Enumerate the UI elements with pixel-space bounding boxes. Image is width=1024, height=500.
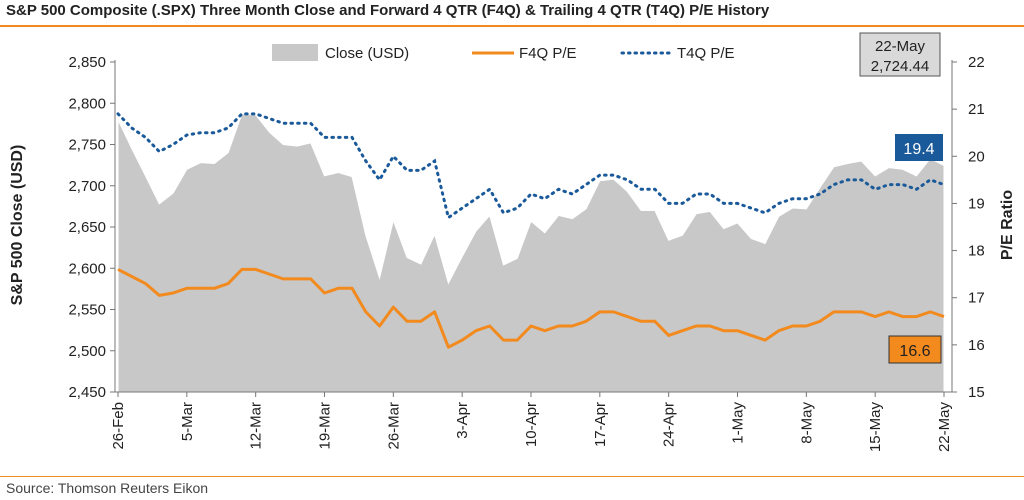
title-rule	[0, 25, 1024, 27]
right-tick-label: 18	[968, 243, 985, 260]
right-tick-label: 22	[968, 54, 985, 71]
right-tick-label: 15	[968, 384, 985, 401]
f4q-line	[117, 267, 945, 349]
f4q-callout-value: 16.6	[899, 343, 930, 360]
close-callout: 22-May 2,724.44	[859, 32, 941, 77]
x-tick-label: 3-Apr	[454, 402, 471, 439]
right-tick-label: 19	[968, 195, 985, 212]
right-tick-label: 21	[968, 101, 985, 118]
legend-label-f4q: F4Q P/E	[519, 45, 577, 62]
x-tick-label: 26-Mar	[385, 402, 402, 450]
x-tick-label: 17-Apr	[592, 402, 609, 447]
x-tick-label: 10-Apr	[523, 402, 540, 447]
x-tick-label: 22-May	[936, 402, 953, 453]
t4q-callout-value: 19.4	[903, 141, 934, 158]
chart-title: S&P 500 Composite (.SPX) Three Month Clo…	[6, 2, 770, 19]
close-area	[117, 113, 945, 393]
legend: Close (USD) F4Q P/E T4Q P/E	[272, 44, 735, 62]
left-tick-label: 2,700	[68, 178, 106, 195]
left-tick-label: 2,650	[68, 219, 106, 236]
right-tick-label: 20	[968, 148, 985, 165]
x-tick-label: 26-Feb	[110, 402, 127, 450]
legend-label-t4q: T4Q P/E	[677, 45, 735, 62]
x-tick-label: 24-Apr	[661, 402, 678, 447]
t4q-line	[116, 112, 946, 221]
left-axis-title: S&P 500 Close (USD)	[9, 145, 26, 306]
close-callout-date: 22-May	[875, 38, 926, 55]
source-note: Source: Thomson Reuters Eikon	[6, 480, 209, 496]
x-tick-label: 19-Mar	[317, 402, 334, 450]
x-tick-label: 8-May	[798, 402, 815, 444]
left-tick-label: 2,550	[68, 302, 106, 319]
right-axis-title: P/E Ratio	[999, 190, 1016, 260]
left-tick-label: 2,450	[68, 384, 106, 401]
left-tick-label: 2,800	[68, 95, 106, 112]
left-tick-label: 2,500	[68, 343, 106, 360]
left-tick-label: 2,850	[68, 54, 106, 71]
legend-label-close: Close (USD)	[325, 45, 409, 62]
chart: 2,450 2,500 2,550 2,600 2,650 2,700 2,750 2,800…	[9, 32, 1016, 453]
x-tick-label: 1-May	[730, 402, 747, 444]
x-tick-label: 15-May	[867, 402, 884, 453]
right-tick-label: 16	[968, 337, 985, 354]
f4q-callout: 16.6	[888, 335, 942, 364]
left-tick-label: 2,600	[68, 260, 106, 277]
source-rule	[0, 476, 1024, 477]
left-tick-label: 2,750	[68, 137, 106, 154]
t4q-callout: 19.4	[895, 134, 943, 161]
x-tick-label: 5-Mar	[179, 402, 196, 441]
close-callout-value: 2,724.44	[871, 58, 929, 75]
right-tick-label: 17	[968, 290, 985, 307]
x-tick-label: 12-Mar	[248, 402, 265, 450]
legend-swatch-close	[272, 44, 318, 61]
